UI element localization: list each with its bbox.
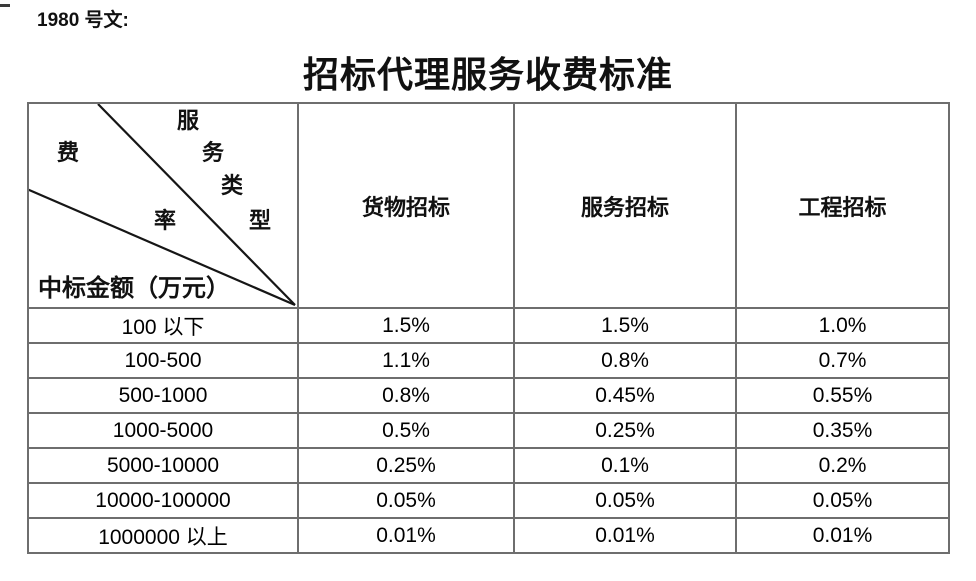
value-cell: 0.5% [297,412,515,449]
row-label-cell: 100-500 [27,342,299,379]
value-cell: 0.7% [735,342,950,379]
value-cell: 0.8% [297,377,515,414]
value-cell: 0.1% [513,447,737,484]
diagonal-split-lines [30,105,296,306]
value-cell: 0.45% [513,377,737,414]
row-label-cell: 10000-100000 [27,482,299,519]
value-cell: 0.05% [297,482,515,519]
value-cell: 0.55% [735,377,950,414]
value-cell: 1.1% [297,342,515,379]
table-row: 500-1000 0.8% 0.45% 0.55% [27,377,950,414]
row-label-cell: 1000-5000 [27,412,299,449]
table-row: 5000-10000 0.25% 0.1% 0.2% [27,447,950,484]
table-row: 100-500 1.1% 0.8% 0.7% [27,342,950,379]
column-header-engineering: 工程招标 [735,102,950,309]
header-row: 服 务 类 型 费 率 中标金额（万元） 货物招标 服务招标 工程招标 [27,102,950,309]
column-header-goods: 货物招标 [297,102,515,309]
column-header-service: 服务招标 [513,102,737,309]
page-title: 招标代理服务收费标准 [302,55,673,95]
value-cell: 1.5% [297,307,515,344]
table-row: 100 以下 1.5% 1.5% 1.0% [27,307,950,344]
axis-label-service-type-char: 类 [221,173,244,198]
value-cell: 0.01% [297,517,515,554]
axis-label-bid-amount: 中标金额（万元） [38,276,230,302]
diagonal-corner-cell: 服 务 类 型 费 率 中标金额（万元） [27,102,299,309]
value-cell: 1.0% [735,307,950,344]
axis-label-service-type-char: 务 [202,140,225,165]
axis-label-rate-char: 费 [57,140,80,165]
doc-number-label: 1980 号文: [37,10,129,31]
axis-label-service-type-char: 型 [249,208,272,233]
value-cell: 0.01% [513,517,737,554]
row-label-cell: 5000-10000 [27,447,299,484]
value-cell: 0.05% [513,482,737,519]
row-label-cell: 500-1000 [27,377,299,414]
value-cell: 0.25% [513,412,737,449]
value-cell: 0.2% [735,447,950,484]
value-cell: 0.25% [297,447,515,484]
row-label-cell: 100 以下 [27,307,299,344]
table-row: 1000-5000 0.5% 0.25% 0.35% [27,412,950,449]
value-cell: 1.5% [513,307,737,344]
table-row: 1000000 以上 0.01% 0.01% 0.01% [27,517,950,554]
value-cell: 0.05% [735,482,950,519]
fee-standard-table: 服 务 类 型 费 率 中标金额（万元） 货物招标 服务招标 工程招标 100 … [27,102,950,554]
axis-label-rate-char: 率 [154,208,177,233]
table-row: 10000-100000 0.05% 0.05% 0.05% [27,482,950,519]
axis-label-service-type-char: 服 [177,108,200,133]
value-cell: 0.35% [735,412,950,449]
scan-artifact [0,4,10,7]
value-cell: 0.8% [513,342,737,379]
value-cell: 0.01% [735,517,950,554]
row-label-cell: 1000000 以上 [27,517,299,554]
